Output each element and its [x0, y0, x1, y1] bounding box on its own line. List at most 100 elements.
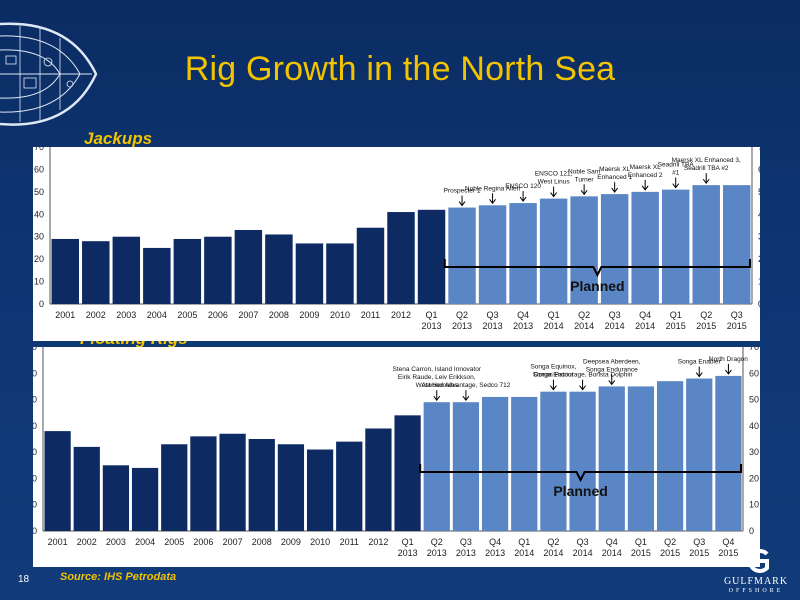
annotation-arrow-head [462, 395, 470, 402]
x-tick-label: 2014 [635, 321, 655, 331]
y-tick-label-right: 70 [749, 347, 759, 352]
x-tick-label: 2002 [77, 537, 97, 547]
annotation-label: Noble Sam [568, 168, 600, 175]
x-tick-label: 2014 [514, 548, 534, 558]
annotation-label: Songa Endurance [586, 366, 638, 373]
y-tick-label-left: 60 [34, 164, 44, 174]
x-tick-label: 2004 [147, 310, 167, 320]
x-tick-label: Q3 [731, 310, 743, 320]
y-tick-label-right: 50 [758, 187, 760, 197]
annotation-label: Deepsea Aberdeen, [583, 358, 641, 365]
x-tick-label: 2006 [193, 537, 213, 547]
y-tick-label-left: 10 [33, 500, 37, 510]
bar [326, 243, 354, 304]
annotation-label: West Linus [538, 179, 571, 186]
x-tick-label: Q4 [517, 310, 529, 320]
bar [478, 205, 507, 304]
x-tick-label: 2013 [456, 548, 476, 558]
x-tick-label: 2011 [340, 537, 359, 547]
x-tick-label: Q3 [460, 537, 472, 547]
x-tick-label: Q4 [722, 537, 734, 547]
y-tick-label-left: 60 [33, 368, 37, 378]
bar [306, 449, 334, 531]
x-tick-label: Q3 [609, 310, 621, 320]
x-tick-label: 2010 [330, 310, 350, 320]
x-tick-label: Q3 [693, 537, 705, 547]
page-number: 18 [18, 574, 30, 585]
x-tick-label: 2008 [269, 310, 289, 320]
ship-blueprint-logo [0, 22, 98, 126]
x-tick-label: 2012 [391, 310, 411, 320]
annotation-arrow-head [702, 178, 710, 184]
x-tick-label: 2003 [116, 310, 136, 320]
bar [686, 378, 713, 531]
bar [723, 185, 751, 304]
bar [131, 467, 159, 531]
x-tick-label: 2003 [106, 537, 126, 547]
annotation-label: Stena Carron, Island Innovator [392, 366, 481, 373]
annotation-arrow-head [695, 372, 703, 378]
x-tick-label: 2009 [299, 310, 319, 320]
bar [44, 431, 71, 531]
x-tick-label: 2015 [666, 321, 686, 331]
planned-label: Planned [553, 483, 607, 499]
bar [569, 391, 596, 531]
x-tick-label: Q2 [431, 537, 443, 547]
planned-label: Planned [570, 278, 624, 294]
floating-rigs-chart: 0 0 10 10 20 20 30 30 40 40 50 50 60 60 70 70 2001 2002 20… [27, 342, 759, 558]
x-tick-label: Q4 [606, 537, 618, 547]
bar [627, 386, 655, 531]
bar [365, 428, 392, 531]
x-tick-label: 2015 [631, 548, 651, 558]
annotation-arrow-head [608, 380, 616, 386]
y-tick-label-left: 20 [34, 254, 44, 264]
y-tick-label-left: 0 [33, 526, 37, 536]
y-tick-label-right: 30 [758, 232, 760, 242]
x-tick-label: 2015 [727, 321, 747, 331]
floating-rigs-chart-panel: 0 0 10 10 20 20 30 30 40 40 50 50 60 60 70 70 2001 2002 20… [27, 342, 760, 567]
x-tick-label: 2015 [660, 548, 680, 558]
bar [598, 386, 625, 531]
bar [82, 241, 110, 304]
annotation-arrow-head [611, 187, 619, 193]
annotation-label: Eirik Raude, Leiv Erikkson, [398, 374, 476, 381]
bar [423, 402, 450, 531]
y-tick-label-left: 20 [33, 473, 37, 483]
bar [631, 191, 659, 304]
annotation-label: ENSCO 121, [535, 171, 573, 178]
x-tick-label: 2015 [718, 548, 738, 558]
x-tick-label: 2005 [177, 310, 197, 320]
x-tick-label: 2013 [513, 321, 533, 331]
y-tick-label-left: 70 [33, 347, 37, 352]
annotation-label: Noble Regina Allen [465, 185, 521, 192]
bar [204, 236, 232, 304]
jackups-section-label: Jackups [84, 129, 153, 148]
x-tick-label: Q2 [578, 310, 590, 320]
annotation-label: Songa Equinox, [530, 364, 576, 371]
annotation-label: Seadrill TBA [658, 162, 695, 169]
y-tick-label-right: 70 [758, 147, 760, 152]
bar [539, 198, 568, 304]
bar [570, 196, 598, 304]
x-tick-label: 2013 [398, 548, 418, 558]
bar [387, 212, 415, 304]
x-tick-label: 2013 [483, 321, 503, 331]
annotation-arrow-head [550, 385, 557, 391]
y-tick-label-right: 0 [758, 299, 760, 309]
y-tick-label-right: 30 [749, 447, 759, 457]
y-tick-label-left: 30 [33, 447, 37, 457]
x-tick-label: 2013 [452, 321, 472, 331]
x-tick-label: 2011 [361, 310, 380, 320]
y-tick-label-right: 0 [749, 526, 754, 536]
x-tick-label: Q1 [518, 537, 530, 547]
x-tick-label: 2014 [602, 548, 622, 558]
bar [448, 207, 476, 304]
annotation-label: Atwood Advantage, Sedco 712 [421, 382, 510, 389]
x-tick-label: Q2 [700, 310, 712, 320]
y-tick-label-right: 20 [749, 473, 759, 483]
bar [509, 203, 537, 304]
y-tick-label-left: 40 [34, 209, 44, 219]
y-tick-label-right: 40 [749, 421, 759, 431]
jackups-chart-panel: 0 0 10 10 20 20 30 30 40 40 50 50 60 60 70 70 2001 2002 20… [33, 142, 768, 341]
planned-bracket [419, 464, 742, 483]
